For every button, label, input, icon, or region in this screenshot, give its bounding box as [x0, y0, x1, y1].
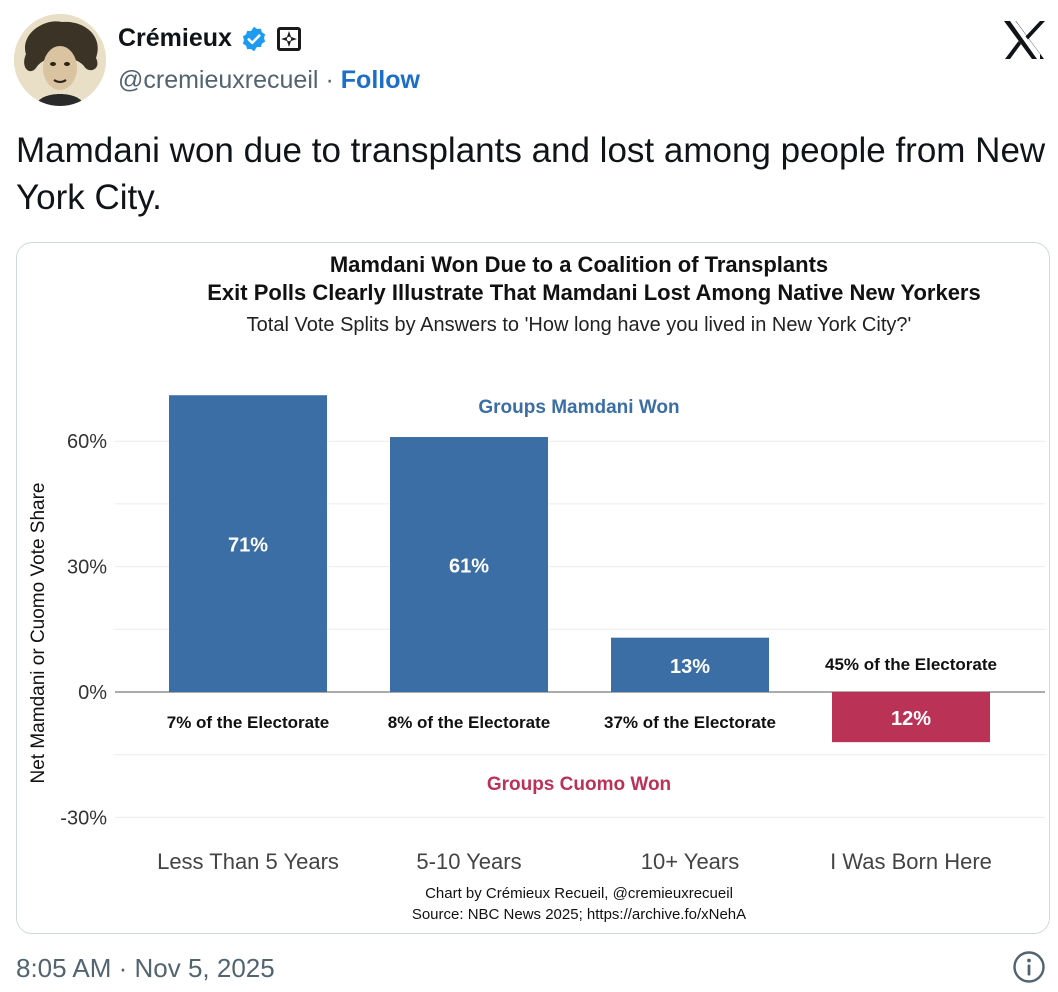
avatar[interactable]	[14, 14, 106, 106]
bar-value-label: 61%	[449, 556, 489, 578]
annotation-cuomo-won: Groups Cuomo Won	[487, 774, 671, 795]
affiliation-badge-icon[interactable]	[276, 26, 302, 52]
chart-title: Mamdani Won Due to a Coalition of Transp…	[330, 252, 828, 277]
x-tick-label: Less Than 5 Years	[157, 849, 339, 874]
info-icon[interactable]	[1012, 950, 1046, 984]
handle-row: @cremieuxrecueil · Follow	[118, 66, 420, 95]
chart-svg: Mamdani Won Due to a Coalition of Transp…	[28, 252, 1045, 923]
x-logo-icon[interactable]	[1002, 20, 1046, 60]
bar-2	[390, 437, 548, 692]
y-tick-label: 60%	[67, 431, 107, 453]
y-tick-label: -30%	[60, 807, 107, 829]
chart-subtitle-question: Total Vote Splits by Answers to 'How lon…	[247, 314, 912, 336]
bar-value-label: 71%	[228, 535, 268, 557]
electorate-label: 37% of the Electorate	[604, 713, 776, 732]
bar-value-label: 13%	[670, 656, 710, 678]
author-handle[interactable]: @cremieuxrecueil	[118, 66, 319, 94]
author-name[interactable]: Crémieux	[118, 24, 232, 52]
tweet-text: Mamdani won due to transplants and lost …	[16, 131, 1046, 217]
x-tick-label: 10+ Years	[641, 849, 739, 874]
x-tick-label: I Was Born Here	[830, 849, 992, 874]
separator-dot: ·	[325, 66, 334, 94]
chart-card[interactable]: Mamdani Won Due to a Coalition of Transp…	[16, 242, 1050, 934]
electorate-label: 8% of the Electorate	[388, 713, 551, 732]
electorate-label: 45% of the Electorate	[825, 655, 997, 674]
x-tick-label: 5-10 Years	[416, 849, 521, 874]
bar-value-label: 12%	[891, 708, 931, 730]
bar-4	[832, 692, 990, 743]
y-tick-label: 30%	[67, 557, 107, 579]
chart-subtitle: Exit Polls Clearly Illustrate That Mamda…	[207, 280, 980, 305]
y-tick-label: 0%	[78, 682, 107, 704]
bar-1	[169, 395, 327, 692]
tweet-timestamp[interactable]: 8:05 AM · Nov 5, 2025	[16, 953, 275, 983]
bar-labels: 71% 7% of the Electorate Less Than 5 Years…	[157, 535, 997, 874]
chart-source: Source: NBC News 2025; https://archive.f…	[412, 906, 746, 923]
y-axis-label: Net Mamdani or Cuomo Vote Share	[28, 483, 49, 784]
bars	[169, 395, 990, 743]
bar-3	[611, 637, 769, 692]
chart-caption: Chart by Crémieux Recueil, @cremieuxrecu…	[425, 885, 733, 902]
y-tick-labels: 60% 30% 0% -30%	[60, 431, 107, 829]
electorate-label: 7% of the Electorate	[167, 713, 330, 732]
verified-badge-icon	[240, 25, 268, 53]
annotation-mamdani-won: Groups Mamdani Won	[478, 397, 679, 418]
author-name-row: Crémieux	[118, 24, 302, 53]
follow-button[interactable]: Follow	[340, 66, 420, 94]
